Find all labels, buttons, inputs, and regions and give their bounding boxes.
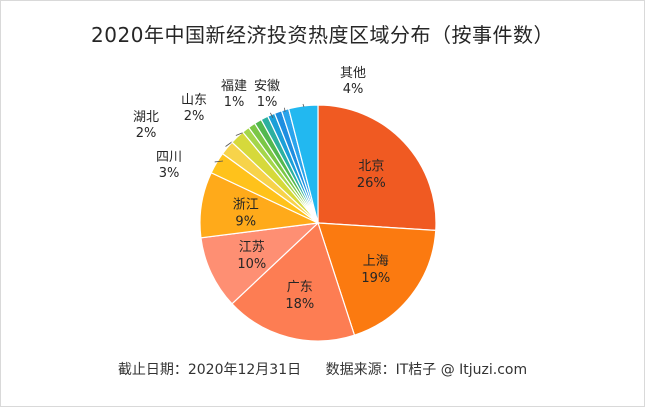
slice-percent-label: 2% [184, 109, 205, 124]
leader-line [269, 112, 274, 119]
data-source: 数据来源：IT桔子 @ Itjuzi.com [325, 362, 528, 378]
slice-percent-label: 9% [235, 215, 256, 230]
chart-title: 2020年中国新经济投资热度区域分布（按事件数） [91, 23, 554, 47]
slice-name-label: 上海 [363, 254, 389, 269]
slice-percent-label: 19% [361, 271, 390, 286]
slice-percent-label: 4% [343, 82, 364, 97]
slice-percent-label: 2% [136, 126, 157, 141]
cutoff-date: 截止日期：2020年12月31日 [117, 362, 302, 378]
slice-name-label: 湖北 [133, 110, 159, 125]
slice-name-label: 北京 [358, 159, 384, 174]
pie-slice [200, 222, 320, 305]
pie-slice [317, 104, 437, 232]
slice-name-label: 山东 [181, 93, 207, 108]
slice-name-label: 浙江 [233, 198, 259, 213]
slice-name-label: 四川 [156, 150, 182, 165]
leader-line [302, 103, 305, 108]
pie-slice [231, 221, 356, 342]
slice-name-label: 福建 [221, 79, 247, 94]
leader-line [214, 160, 224, 163]
slice-name-label: 安徽 [254, 79, 280, 94]
slice-name-label: 广东 [287, 280, 313, 295]
pie-slice [287, 104, 319, 224]
chart-footer: 截止日期：2020年12月31日 数据来源：IT桔子 @ Itjuzi.com [1, 359, 644, 379]
slice-percent-label: 10% [237, 257, 266, 272]
slice-name-label: 江苏 [239, 239, 265, 255]
slice-percent-label: 26% [357, 176, 386, 191]
slice-percent-label: 1% [224, 95, 245, 110]
slice-name-label: 其他 [340, 66, 366, 81]
slice-percent-label: 1% [257, 95, 278, 110]
pie-slice [317, 222, 437, 336]
slice-percent-label: 3% [159, 166, 180, 181]
slice-percent-label: 18% [285, 297, 314, 312]
